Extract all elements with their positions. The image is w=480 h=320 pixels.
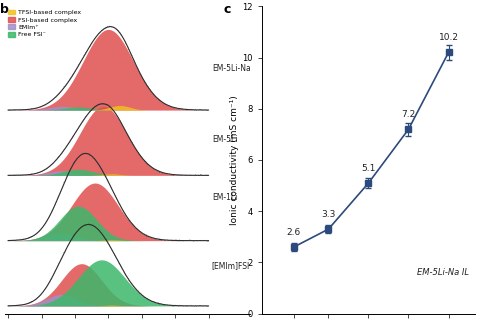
Text: EM-1Li: EM-1Li xyxy=(212,193,237,202)
Text: 2.6: 2.6 xyxy=(287,228,301,237)
Text: 3.3: 3.3 xyxy=(321,210,336,219)
Text: EM-5Li-Na: EM-5Li-Na xyxy=(212,64,251,73)
Text: c: c xyxy=(223,3,231,16)
Text: [EMIm]FSI: [EMIm]FSI xyxy=(212,261,250,270)
Y-axis label: Ionic conductivity (mS cm⁻¹): Ionic conductivity (mS cm⁻¹) xyxy=(230,95,240,225)
Legend: TFSI-based complex, FSI-based complex, EMIm⁺, Free FSI⁻: TFSI-based complex, FSI-based complex, E… xyxy=(8,10,81,37)
Text: EM-5Li-Na IL: EM-5Li-Na IL xyxy=(417,268,469,277)
Text: 10.2: 10.2 xyxy=(439,33,458,42)
Text: EM-5Li: EM-5Li xyxy=(212,135,238,144)
Text: b: b xyxy=(0,3,9,16)
Text: 7.2: 7.2 xyxy=(401,110,416,119)
Text: 5.1: 5.1 xyxy=(361,164,376,173)
